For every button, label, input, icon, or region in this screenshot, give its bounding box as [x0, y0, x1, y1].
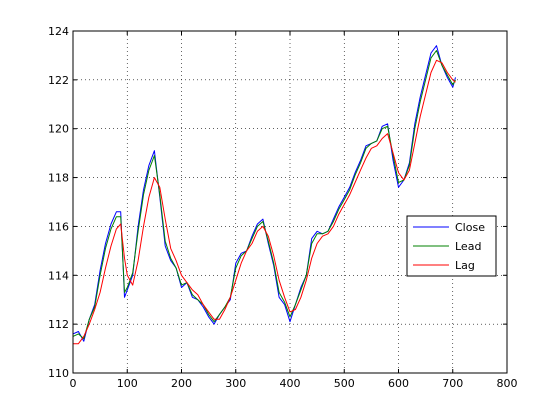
x-tick-label: 100: [117, 377, 138, 390]
x-tick-label: 500: [334, 377, 355, 390]
x-tick-labels: 0 100 200 300 400 500 600 700 800: [70, 377, 518, 390]
x-tick-label: 600: [388, 377, 409, 390]
x-tick-label: 800: [497, 377, 518, 390]
x-tick-label: 400: [280, 377, 301, 390]
x-tick-label: 700: [442, 377, 463, 390]
y-tick-labels: 110 112 114 116 118 120 122 124: [48, 25, 69, 380]
x-tick-label: 200: [171, 377, 192, 390]
tick-marks: [72, 30, 508, 374]
y-tick-label: 120: [48, 123, 69, 136]
series-group: [72, 45, 456, 345]
series-line-lag: [73, 59, 456, 345]
y-tick-label: 118: [48, 172, 69, 185]
y-tick-label: 116: [48, 220, 69, 233]
legend-label-lead: Lead: [455, 240, 481, 253]
y-tick-label: 114: [48, 269, 69, 282]
y-tick-label: 122: [48, 74, 69, 87]
series-line-close: [72, 45, 456, 342]
legend: Close Lead Lag: [406, 215, 497, 277]
x-tick-label: 0: [70, 377, 77, 390]
y-tick-label: 110: [48, 367, 69, 380]
y-tick-label: 112: [48, 318, 69, 331]
x-tick-label: 300: [225, 377, 246, 390]
series-line-lead: [72, 50, 456, 340]
legend-label-lag: Lag: [455, 259, 475, 272]
legend-label-close: Close: [455, 221, 485, 234]
y-tick-label: 124: [48, 25, 69, 38]
